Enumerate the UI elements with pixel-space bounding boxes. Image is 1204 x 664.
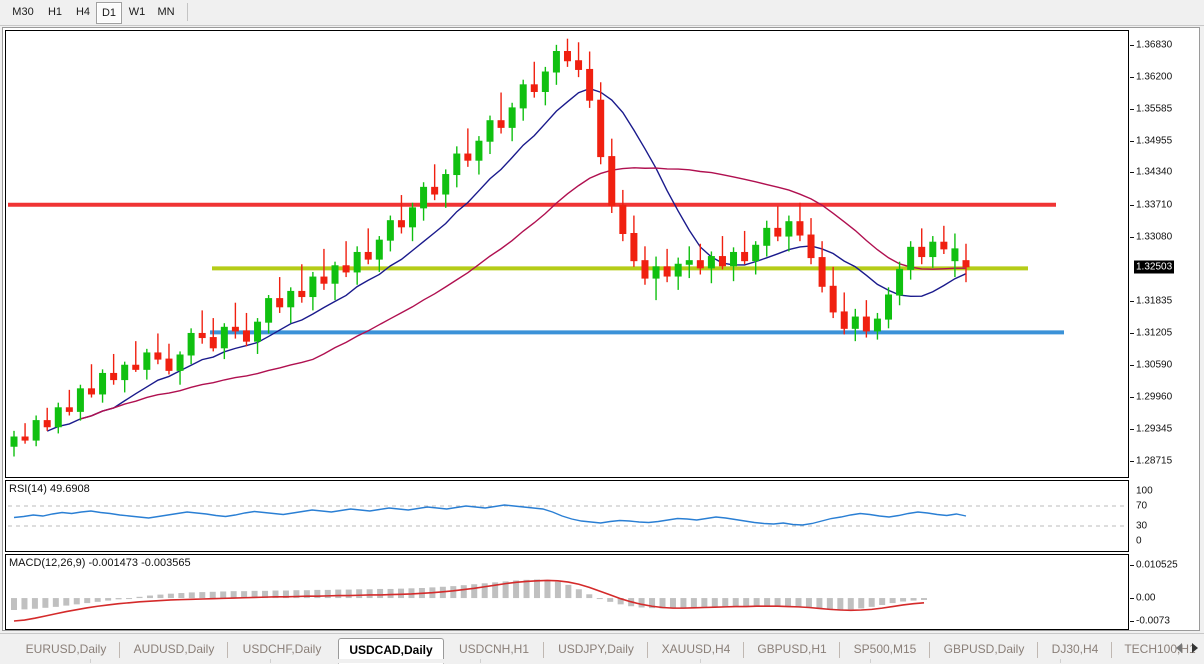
rsi-axis: 100 70 30 0 [1130, 481, 1200, 551]
chart-tab-usdcnh-h1[interactable]: USDCNH,H1 [458, 642, 529, 656]
timeframe-button-h1[interactable]: H1 [47, 6, 63, 18]
rsi-pane[interactable] [5, 480, 1129, 552]
price-pane[interactable] [5, 30, 1129, 478]
price-axis-tick [1130, 364, 1134, 366]
tab-separator [119, 642, 120, 658]
rsi-axis-label: 30 [1136, 520, 1148, 532]
price-axis-label: 1.35585 [1136, 103, 1173, 115]
toolbar-separator [187, 3, 188, 21]
status-divider [270, 659, 271, 663]
macd-axis-tick [1130, 598, 1134, 600]
chart-tab-eurusd-daily[interactable]: EURUSD,Daily [25, 642, 107, 656]
price-axis-tick [1130, 460, 1134, 462]
timeframe-button-mn[interactable]: MN [157, 6, 175, 18]
price-axis-tick [1130, 333, 1134, 335]
price-chart-svg [8, 38, 1064, 457]
price-axis-label: 1.33710 [1136, 199, 1173, 211]
tab-separator [227, 642, 228, 658]
price-axis-label: 1.30590 [1136, 359, 1173, 371]
status-divider [870, 659, 871, 663]
timeframe-button-w1[interactable]: W1 [128, 6, 146, 18]
price-axis-tick [1130, 77, 1134, 79]
rsi-axis-label: 0 [1136, 535, 1142, 547]
timeframe-toolbar: M30 H1 H4 D1 W1 MN [0, 0, 1204, 26]
chart-tab-bar: EURUSD,Daily AUDUSD,Daily USDCHF,Daily USDC… [0, 633, 1204, 664]
chart-tab-gbpusd-daily[interactable]: GBPUSD,Daily [943, 642, 1025, 656]
tab-separator [1111, 642, 1112, 658]
price-axis-tick [1130, 204, 1134, 206]
timeframe-button-h4[interactable]: H4 [75, 6, 91, 18]
price-axis-tick [1130, 397, 1134, 399]
chart-window[interactable]: USDCAD,Daily 1.32327 1.32657 1.32205 1.3… [2, 27, 1200, 644]
rsi-title: RSI(14) 49.6908 [9, 483, 90, 495]
chart-tab-audusd-daily[interactable]: AUDUSD,Daily [133, 642, 215, 656]
chart-tab-xauusd-h4[interactable]: XAUUSD,H4 [661, 642, 731, 656]
price-axis-label: 1.29345 [1136, 423, 1173, 435]
tabs-scroll-left-icon[interactable] [1176, 643, 1182, 653]
macd-title: MACD(12,26,9) -0.001473 -0.003565 [9, 557, 191, 569]
price-axis-label: 1.34340 [1136, 166, 1173, 178]
status-divider [1060, 659, 1061, 663]
status-divider [480, 659, 481, 663]
price-axis-label: 1.31835 [1136, 295, 1173, 307]
price-axis-label: 1.29960 [1136, 391, 1173, 403]
price-axis-label: 1.36200 [1136, 71, 1173, 83]
current-price-label: 1.32503 [1134, 260, 1175, 274]
rsi-chart-svg [8, 504, 1126, 527]
rsi-axis-label: 100 [1136, 485, 1153, 497]
tab-separator [743, 642, 744, 658]
rsi-axis-label: 70 [1136, 500, 1148, 512]
macd-axis: 0.010525 0.00 -0.0073 [1130, 555, 1204, 629]
chart-tab-usdjpy-daily[interactable]: USDJPY,Daily [558, 642, 634, 656]
tabs-scroll-right-icon[interactable] [1192, 643, 1198, 653]
macd-axis-label: 0.010525 [1136, 559, 1178, 571]
macd-chart-svg [11, 579, 927, 622]
macd-axis-tick [1130, 621, 1134, 622]
tab-separator [647, 642, 648, 658]
chart-tab-sp500-m15[interactable]: SP500,M15 [853, 642, 917, 656]
chart-tab-usdchf-daily[interactable]: USDCHF,Daily [242, 642, 322, 656]
timeframe-button-m30[interactable]: M30 [12, 6, 34, 18]
price-axis-tick [1130, 140, 1134, 142]
macd-axis-label: 0.00 [1136, 592, 1156, 604]
price-axis-label: 1.36830 [1136, 39, 1173, 51]
status-divider [90, 659, 91, 663]
price-axis-tick [1130, 108, 1134, 110]
price-axis-label: 1.33080 [1136, 231, 1173, 243]
price-axis-tick [1130, 428, 1134, 430]
price-axis-label: 1.34955 [1136, 135, 1173, 147]
tab-separator [1037, 642, 1038, 658]
tab-separator [929, 642, 930, 658]
price-axis-label: 1.28715 [1136, 455, 1173, 467]
status-bar [0, 659, 1204, 663]
price-axis-tick [1130, 237, 1134, 239]
status-divider [700, 659, 701, 663]
tab-separator [543, 642, 544, 658]
tab-separator [839, 642, 840, 658]
price-axis[interactable]: 1.36830 1.36200 1.35585 1.34955 1.34340 1.337… [1130, 31, 1200, 477]
chart-tab-gbpusd-h1[interactable]: GBPUSD,H1 [757, 642, 827, 656]
chart-tab-dj30-h4[interactable]: DJ30,H4 [1051, 642, 1099, 656]
price-axis-tick [1130, 300, 1134, 302]
price-axis-tick [1130, 44, 1134, 46]
timeframe-button-d1[interactable]: D1 [96, 2, 122, 24]
price-axis-tick [1130, 172, 1134, 174]
macd-axis-tick [1130, 565, 1134, 566]
macd-axis-label: -0.0073 [1136, 615, 1170, 627]
price-axis-label: 1.31205 [1136, 327, 1173, 339]
